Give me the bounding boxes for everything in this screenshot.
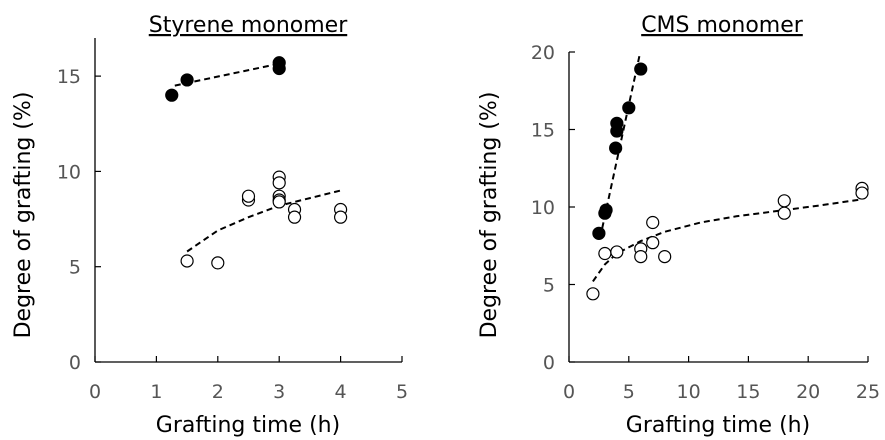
data-point-filled bbox=[599, 203, 613, 217]
x-tick-label: 2 bbox=[212, 381, 224, 403]
y-tick-label: 15 bbox=[57, 66, 81, 88]
trend-line-series-1 bbox=[186, 189, 341, 253]
data-point-open bbox=[646, 236, 660, 250]
x-tick-label: 5 bbox=[396, 381, 408, 403]
x-tick-label: 0 bbox=[563, 381, 575, 403]
data-point-open bbox=[180, 254, 194, 268]
data-point-open bbox=[287, 210, 302, 224]
data-point-open bbox=[272, 176, 286, 190]
y-axis-label: Degree of grafting (%) bbox=[477, 92, 502, 339]
data-point-open bbox=[334, 210, 348, 224]
data-point-filled bbox=[165, 88, 179, 102]
y-tick-label: 10 bbox=[531, 197, 555, 219]
y-tick-label: 15 bbox=[531, 120, 555, 142]
x-tick-label: 5 bbox=[623, 381, 635, 403]
x-tick-label: 0 bbox=[89, 381, 101, 403]
y-axis-label: Degree of grafting (%) bbox=[11, 92, 36, 339]
x-axis-label: Grafting time (h) bbox=[626, 413, 810, 438]
data-point-open bbox=[272, 195, 286, 209]
y-tick-label: 10 bbox=[57, 161, 81, 183]
data-point-open bbox=[777, 194, 791, 208]
data-point-filled bbox=[592, 226, 606, 240]
chart-title: Styrene monomer bbox=[149, 13, 348, 38]
data-point-open bbox=[658, 250, 672, 264]
chart-panel-1: CMS monomer 0 5 10 15 20 25 0 5 10 15 20 Grafting ti… bbox=[477, 13, 880, 438]
data-point-open bbox=[610, 245, 624, 259]
data-point-open bbox=[646, 215, 660, 230]
y-tick-label: 20 bbox=[531, 42, 555, 64]
data-point-filled bbox=[634, 62, 648, 76]
data-point-open bbox=[777, 206, 791, 220]
y-tick-label: 0 bbox=[543, 352, 555, 374]
data-point-open bbox=[211, 256, 225, 270]
data-point-filled bbox=[180, 73, 194, 87]
x-tick-label: 15 bbox=[736, 381, 760, 403]
x-tick-label: 20 bbox=[796, 381, 820, 403]
data-point-filled bbox=[609, 141, 623, 155]
trend-line-series-1 bbox=[592, 198, 863, 282]
trend-line-series-0 bbox=[174, 62, 280, 87]
data-point-open bbox=[241, 189, 256, 203]
x-tick-label: 1 bbox=[150, 381, 162, 403]
data-point-filled bbox=[610, 116, 624, 130]
data-point-open bbox=[855, 186, 869, 200]
x-tick-label: 10 bbox=[677, 381, 701, 403]
data-point-filled bbox=[272, 61, 286, 76]
x-tick-label: 25 bbox=[856, 381, 880, 403]
y-tick-label: 0 bbox=[69, 352, 81, 374]
data-point-filled bbox=[622, 101, 636, 115]
chart-panel-0: Styrene monomer 0 1 2 3 4 5 0 5 10 15 Grafting time… bbox=[11, 13, 408, 438]
data-point-open bbox=[586, 287, 600, 301]
y-tick-label: 5 bbox=[69, 257, 81, 279]
x-axis-label: Grafting time (h) bbox=[156, 413, 340, 438]
data-point-open bbox=[598, 246, 612, 261]
data-point-open bbox=[634, 250, 648, 264]
x-tick-label: 3 bbox=[273, 381, 285, 403]
y-tick-label: 5 bbox=[543, 275, 555, 297]
x-tick-label: 4 bbox=[335, 381, 347, 403]
chart-title: CMS monomer bbox=[641, 13, 804, 38]
